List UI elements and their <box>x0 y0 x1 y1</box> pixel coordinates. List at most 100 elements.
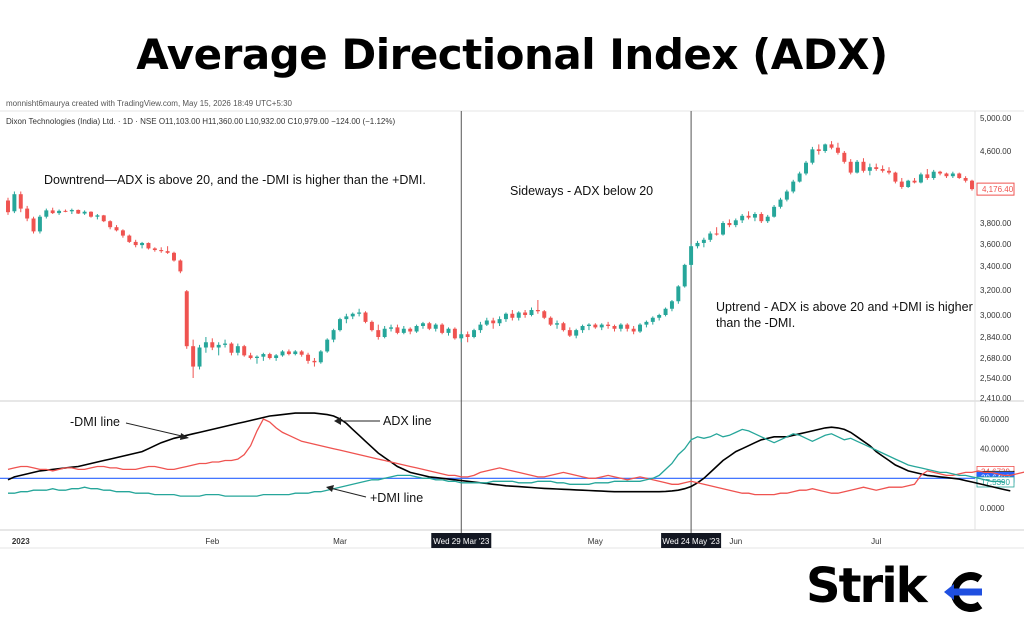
candle <box>561 321 566 332</box>
candle-body <box>497 319 502 324</box>
candle-body <box>529 310 534 315</box>
minus-dmi-pointer <box>125 422 187 438</box>
price-tick-label: 3,000.00 <box>980 311 1012 320</box>
candle-body <box>733 220 738 226</box>
indicator-tick-label: 60.0000 <box>980 415 1009 424</box>
candle <box>337 317 342 332</box>
candle <box>472 328 477 339</box>
candle-body <box>784 191 789 200</box>
candle <box>887 167 891 175</box>
candle-body <box>523 312 528 315</box>
candle-body <box>172 252 176 261</box>
candle <box>376 324 381 340</box>
candle-body <box>574 330 579 336</box>
candle <box>644 320 649 328</box>
candle <box>25 205 30 222</box>
candle-body <box>389 327 394 329</box>
time-marker-label: Wed 29 Mar '23 <box>433 537 490 546</box>
candle-body <box>797 173 802 182</box>
candle <box>612 324 617 332</box>
candle <box>708 231 713 242</box>
candle-body <box>12 194 17 212</box>
candle-body <box>555 323 560 325</box>
candle <box>861 158 866 173</box>
candle-body <box>612 326 617 329</box>
candle-body <box>293 351 298 355</box>
candle <box>389 324 394 332</box>
candle-body <box>184 291 189 347</box>
candle-body <box>274 355 279 358</box>
candle-body <box>382 328 387 337</box>
candle <box>95 214 100 220</box>
candle <box>580 324 585 333</box>
candle-body <box>950 173 955 177</box>
candle <box>765 214 770 223</box>
candle-body <box>401 328 406 333</box>
minus-dmi-line-series <box>7 418 1024 496</box>
candle <box>331 328 336 343</box>
candle <box>893 171 898 184</box>
candle <box>657 313 662 321</box>
plus-dmi-pointer <box>329 487 367 498</box>
candle <box>695 240 700 249</box>
candle <box>191 339 196 378</box>
candle <box>369 320 374 332</box>
candle-body <box>516 312 521 318</box>
candle <box>484 317 489 326</box>
candle <box>82 210 87 215</box>
candle <box>593 323 598 329</box>
candle-body <box>957 173 962 178</box>
candle <box>510 310 515 321</box>
last-price-badge <box>976 182 1015 196</box>
candle <box>267 352 272 360</box>
candle-body <box>963 178 968 181</box>
candle-body <box>140 242 145 246</box>
candle-body <box>357 312 362 314</box>
price-tick-label: 2,680.00 <box>980 354 1012 363</box>
candle-body <box>791 181 796 192</box>
candle-body <box>312 360 317 363</box>
price-tick-label: 2,540.00 <box>980 374 1012 383</box>
candle <box>797 171 802 183</box>
candle-body <box>835 147 840 153</box>
last-price-label: 4,176.40 <box>982 185 1014 194</box>
candle-body <box>899 181 904 187</box>
candle-body <box>159 250 164 252</box>
candle <box>778 197 783 209</box>
candle-body <box>427 323 432 329</box>
candle-body <box>478 324 483 331</box>
candle <box>6 197 10 215</box>
candle-body <box>440 324 445 333</box>
candle <box>912 178 917 184</box>
candle <box>835 142 840 155</box>
candle-body <box>146 242 151 249</box>
candle-body <box>261 354 266 357</box>
time-axis-label: Jul <box>871 537 881 546</box>
candle <box>491 317 496 329</box>
candle-body <box>318 351 323 363</box>
price-tick-label: 3,200.00 <box>980 286 1012 295</box>
candle <box>63 209 68 213</box>
candle <box>631 326 636 335</box>
candle <box>523 310 528 318</box>
candle-body <box>593 324 598 328</box>
candle-body <box>772 206 777 217</box>
candle <box>433 323 438 332</box>
candle-body <box>6 200 10 213</box>
candle-body <box>682 264 687 287</box>
candle-body <box>931 171 936 178</box>
candle-body <box>746 215 751 218</box>
candle <box>963 176 968 183</box>
candle <box>669 300 674 312</box>
candle <box>714 227 719 236</box>
candle-body <box>395 327 400 333</box>
candle <box>299 350 304 357</box>
candle <box>542 310 547 320</box>
candle <box>555 320 560 329</box>
candle <box>478 321 483 333</box>
candle <box>127 234 132 243</box>
candle-body <box>631 328 636 332</box>
time-axis-label: Jun <box>729 537 742 546</box>
candle-body <box>191 346 196 367</box>
candle <box>18 191 23 213</box>
